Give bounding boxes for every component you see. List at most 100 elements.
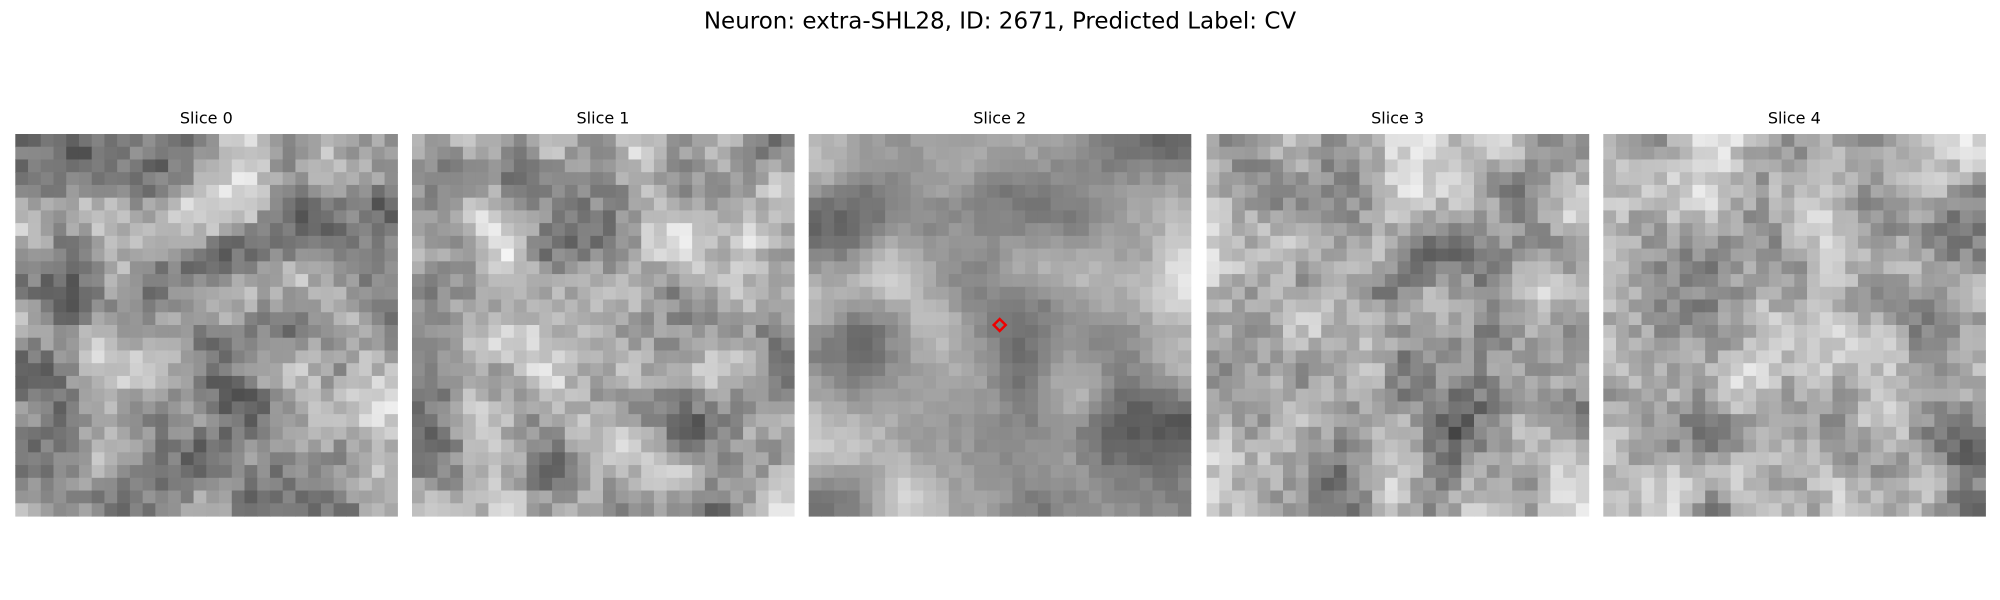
pixel <box>743 439 757 453</box>
pixel <box>1499 223 1513 237</box>
pixel <box>295 503 309 517</box>
pixel <box>371 388 386 402</box>
pixel <box>1012 184 1026 199</box>
pixel <box>755 325 770 339</box>
pixel <box>168 299 182 313</box>
pixel <box>1628 146 1643 161</box>
pixel <box>1845 223 1859 237</box>
pixel <box>603 350 617 364</box>
pixel <box>704 286 719 301</box>
pixel <box>384 134 398 148</box>
pixel <box>1448 414 1462 428</box>
pixel <box>295 146 309 161</box>
pixel <box>1025 210 1039 224</box>
pixel <box>53 172 67 186</box>
pixel <box>1537 375 1551 390</box>
pixel <box>885 210 899 224</box>
pixel <box>1423 210 1437 224</box>
pixel <box>1666 477 1681 492</box>
pixel <box>1448 325 1462 339</box>
pixel <box>704 465 719 479</box>
pixel <box>437 146 451 161</box>
pixel <box>282 184 297 199</box>
pixel <box>1257 146 1271 161</box>
pixel <box>219 401 233 415</box>
pixel <box>539 363 553 377</box>
pixel <box>1333 490 1348 504</box>
pixel <box>1575 261 1590 275</box>
pixel <box>552 465 566 479</box>
pixel <box>1372 134 1386 148</box>
pixel <box>488 363 502 377</box>
pixel <box>564 465 579 479</box>
pixel <box>462 363 477 377</box>
pixel <box>1012 261 1026 275</box>
pixel <box>1359 490 1373 504</box>
pixel <box>590 325 604 339</box>
pixel <box>295 159 309 173</box>
pixel <box>1524 452 1539 466</box>
pixel <box>679 134 693 148</box>
pixel <box>846 172 861 186</box>
pixel <box>257 465 271 479</box>
pixel <box>1244 350 1259 364</box>
pixel <box>513 477 528 492</box>
pixel <box>653 452 668 466</box>
pixel <box>808 388 823 402</box>
pixel <box>743 325 757 339</box>
pixel <box>104 452 118 466</box>
pixel <box>206 312 220 326</box>
pixel <box>1896 210 1910 224</box>
pixel <box>1025 439 1039 453</box>
pixel <box>1346 337 1360 352</box>
pixel <box>1512 388 1526 402</box>
pixel <box>142 490 156 504</box>
pixel <box>28 401 42 415</box>
pixel <box>961 261 975 275</box>
pixel <box>1050 503 1064 517</box>
pixel <box>437 223 451 237</box>
pixel <box>615 414 630 428</box>
pixel <box>168 350 182 364</box>
pixel <box>1321 477 1335 492</box>
pixel <box>1423 159 1437 173</box>
pixel <box>1550 312 1564 326</box>
pixel <box>1883 197 1897 211</box>
pixel <box>872 286 886 301</box>
pixel <box>142 261 156 275</box>
pixel <box>168 503 182 517</box>
pixel <box>1845 401 1859 415</box>
pixel <box>1232 325 1246 339</box>
pixel <box>1410 235 1424 250</box>
pixel <box>295 235 309 250</box>
pixel <box>948 197 963 211</box>
pixel <box>1908 299 1923 313</box>
pixel <box>526 299 540 313</box>
pixel <box>40 388 55 402</box>
pixel <box>1628 375 1643 390</box>
pixel <box>1692 325 1706 339</box>
pixel <box>117 465 131 479</box>
pixel <box>1654 286 1668 301</box>
pixel <box>885 388 899 402</box>
pixel <box>1232 274 1246 288</box>
pixel <box>974 159 988 173</box>
pixel <box>1730 248 1744 262</box>
pixel <box>1654 134 1668 148</box>
pixel <box>1474 325 1488 339</box>
pixel <box>1177 414 1192 428</box>
pixel <box>1499 490 1513 504</box>
pixel <box>450 197 464 211</box>
pixel <box>1921 452 1935 466</box>
pixel <box>1270 503 1284 517</box>
pixel <box>885 426 899 441</box>
pixel <box>1139 235 1154 250</box>
pixel <box>1575 363 1590 377</box>
pixel <box>961 490 975 504</box>
pixel <box>564 426 579 441</box>
pixel <box>180 235 195 250</box>
pixel <box>872 235 886 250</box>
pixel <box>1896 337 1910 352</box>
pixel <box>948 223 963 237</box>
pixel <box>1654 197 1668 211</box>
